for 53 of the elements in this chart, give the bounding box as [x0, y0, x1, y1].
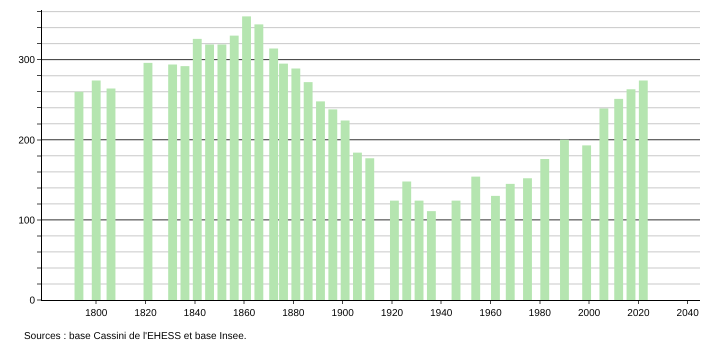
bar	[144, 62, 152, 300]
bar	[540, 159, 550, 300]
bar	[74, 92, 84, 300]
bar	[242, 16, 251, 300]
bar	[205, 44, 214, 300]
bar	[452, 200, 460, 300]
x-tick-label: 1800	[85, 308, 108, 319]
bar	[304, 82, 313, 300]
x-tick-label: 1860	[232, 308, 256, 319]
bar	[471, 176, 480, 300]
x-tick-label: 1900	[332, 308, 354, 319]
bar	[328, 109, 338, 300]
bar	[365, 158, 374, 300]
x-tick-label: 2000	[578, 308, 601, 319]
bar	[426, 211, 436, 300]
bar	[92, 80, 101, 300]
bar	[192, 38, 202, 300]
bar	[414, 200, 424, 300]
bar	[291, 68, 300, 300]
x-tick-label: 2020	[627, 308, 650, 319]
source-note: Sources : base Cassini de l'EHESS et base Insee.	[24, 331, 247, 340]
bar	[599, 108, 608, 300]
bar	[106, 88, 116, 300]
y-tick-label: 300	[18, 55, 36, 66]
y-tick-label: 100	[18, 215, 36, 226]
x-tick-label: 1880	[282, 308, 305, 319]
bar	[402, 181, 412, 300]
bar	[491, 196, 500, 300]
x-tick-label: 1820	[134, 308, 158, 319]
bar	[168, 64, 178, 300]
bar	[230, 36, 239, 300]
bar	[582, 145, 592, 300]
bar	[254, 24, 264, 300]
bar	[217, 44, 226, 300]
bar	[340, 120, 350, 300]
bar	[560, 140, 569, 300]
x-tick-label: 2040	[676, 308, 700, 319]
bar	[316, 101, 325, 300]
y-tick-label: 0	[29, 296, 36, 306]
bar	[638, 80, 648, 300]
bar	[614, 98, 624, 300]
bar	[523, 178, 532, 300]
x-tick-label: 1980	[528, 308, 552, 319]
x-tick-label: 1960	[479, 308, 502, 319]
x-tick-label: 1940	[430, 308, 453, 319]
bar	[353, 152, 362, 300]
bar	[626, 89, 636, 300]
y-tick-label: 200	[18, 135, 36, 146]
bar	[390, 200, 399, 300]
x-tick-label: 1920	[380, 308, 404, 319]
bar	[180, 66, 190, 300]
bar	[506, 184, 515, 300]
x-tick-label: 1840	[184, 308, 206, 319]
